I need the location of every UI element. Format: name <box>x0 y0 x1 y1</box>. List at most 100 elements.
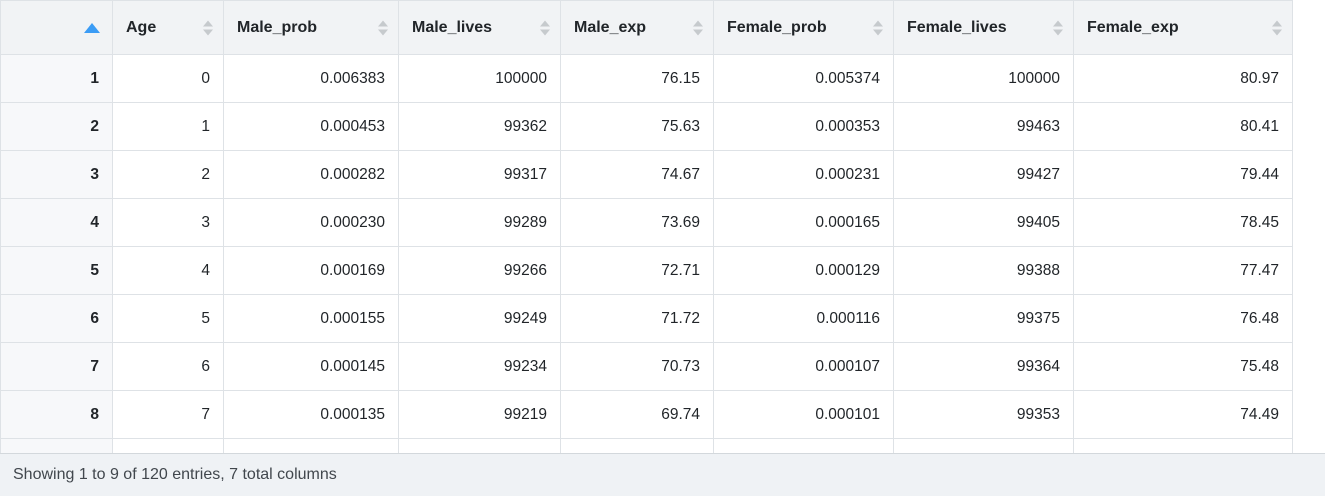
cell: 79.44 <box>1073 150 1293 199</box>
cell: 0.000169 <box>223 246 399 295</box>
sort-both-icon <box>873 20 883 35</box>
row-index: 7 <box>0 342 113 391</box>
column-label: Female_exp <box>1087 18 1179 36</box>
cell: 100000 <box>398 54 561 103</box>
sort-both-icon <box>693 20 703 35</box>
cell: 99266 <box>398 246 561 295</box>
column-header-male-exp[interactable]: Male_exp <box>560 0 714 55</box>
cell: 0 <box>112 54 224 103</box>
row-index <box>0 438 113 453</box>
cell: 3 <box>112 198 224 247</box>
cell: 0.000231 <box>713 150 894 199</box>
cell: 0.000116 <box>713 294 894 343</box>
cell: 0.000129 <box>713 246 894 295</box>
header-row: Age Male_prob Male_lives Male_exp <box>0 0 1293 55</box>
table-row: 3 2 0.000282 99317 74.67 0.000231 99427 … <box>0 150 1293 199</box>
cell <box>560 438 714 453</box>
cell: 0.000230 <box>223 198 399 247</box>
column-header-female-lives[interactable]: Female_lives <box>893 0 1074 55</box>
cell <box>893 438 1074 453</box>
cell: 0.000453 <box>223 102 399 151</box>
sort-ascending-icon <box>84 22 100 33</box>
cell: 74.67 <box>560 150 714 199</box>
column-label: Female_lives <box>907 18 1007 36</box>
cell: 0.000135 <box>223 390 399 439</box>
cell: 80.97 <box>1073 54 1293 103</box>
table-info: Showing 1 to 9 of 120 entries, 7 total c… <box>0 453 1325 496</box>
sort-both-icon <box>540 20 550 35</box>
row-index: 6 <box>0 294 113 343</box>
cell: 1 <box>112 102 224 151</box>
column-header-female-exp[interactable]: Female_exp <box>1073 0 1293 55</box>
cell: 80.41 <box>1073 102 1293 151</box>
sort-both-icon <box>1272 20 1282 35</box>
cell: 99219 <box>398 390 561 439</box>
cell: 71.72 <box>560 294 714 343</box>
cell: 99405 <box>893 198 1074 247</box>
cell: 0.006383 <box>223 54 399 103</box>
table-row: 6 5 0.000155 99249 71.72 0.000116 99375 … <box>0 294 1293 343</box>
cell <box>1073 438 1293 453</box>
cell: 5 <box>112 294 224 343</box>
row-index: 2 <box>0 102 113 151</box>
cell: 0.000107 <box>713 342 894 391</box>
cell: 75.63 <box>560 102 714 151</box>
table-row: 1 0 0.006383 100000 76.15 0.005374 10000… <box>0 54 1293 103</box>
cell: 76.48 <box>1073 294 1293 343</box>
sort-both-icon <box>378 20 388 35</box>
column-header-female-prob[interactable]: Female_prob <box>713 0 894 55</box>
column-label: Age <box>126 18 157 36</box>
cell: 0.005374 <box>713 54 894 103</box>
column-label: Male_lives <box>412 18 493 36</box>
cell <box>112 438 224 453</box>
cell: 7 <box>112 390 224 439</box>
cell: 99249 <box>398 294 561 343</box>
sort-both-icon <box>1053 20 1063 35</box>
cell: 2 <box>112 150 224 199</box>
table-row: 5 4 0.000169 99266 72.71 0.000129 99388 … <box>0 246 1293 295</box>
cell: 78.45 <box>1073 198 1293 247</box>
table-body: 1 0 0.006383 100000 76.15 0.005374 10000… <box>0 54 1293 453</box>
cell: 99362 <box>398 102 561 151</box>
row-index: 4 <box>0 198 113 247</box>
cell: 75.48 <box>1073 342 1293 391</box>
cell: 70.73 <box>560 342 714 391</box>
cell: 100000 <box>893 54 1074 103</box>
column-label: Male_prob <box>237 18 318 36</box>
cell: 77.47 <box>1073 246 1293 295</box>
table-row-partial <box>0 438 1293 453</box>
cell: 99364 <box>893 342 1074 391</box>
cell: 76.15 <box>560 54 714 103</box>
row-index: 1 <box>0 54 113 103</box>
cell: 99427 <box>893 150 1074 199</box>
column-header-age[interactable]: Age <box>112 0 224 55</box>
row-index: 8 <box>0 390 113 439</box>
cell: 74.49 <box>1073 390 1293 439</box>
cell: 99463 <box>893 102 1074 151</box>
cell: 69.74 <box>560 390 714 439</box>
table-header: Age Male_prob Male_lives Male_exp <box>0 0 1293 55</box>
column-label: Male_exp <box>574 18 647 36</box>
row-index: 5 <box>0 246 113 295</box>
cell: 4 <box>112 246 224 295</box>
data-table: Age Male_prob Male_lives Male_exp <box>0 0 1293 453</box>
cell: 99353 <box>893 390 1074 439</box>
table-scroll-body[interactable]: Age Male_prob Male_lives Male_exp <box>0 0 1325 453</box>
cell: 99375 <box>893 294 1074 343</box>
cell <box>223 438 399 453</box>
column-header-male-lives[interactable]: Male_lives <box>398 0 561 55</box>
cell: 0.000145 <box>223 342 399 391</box>
table-row: 2 1 0.000453 99362 75.63 0.000353 99463 … <box>0 102 1293 151</box>
cell: 99317 <box>398 150 561 199</box>
row-index: 3 <box>0 150 113 199</box>
cell: 6 <box>112 342 224 391</box>
cell: 0.000155 <box>223 294 399 343</box>
table-row: 8 7 0.000135 99219 69.74 0.000101 99353 … <box>0 390 1293 439</box>
sort-both-icon <box>203 20 213 35</box>
cell <box>398 438 561 453</box>
cell <box>713 438 894 453</box>
column-header-male-prob[interactable]: Male_prob <box>223 0 399 55</box>
column-header-rownames[interactable] <box>0 0 113 55</box>
cell: 99234 <box>398 342 561 391</box>
